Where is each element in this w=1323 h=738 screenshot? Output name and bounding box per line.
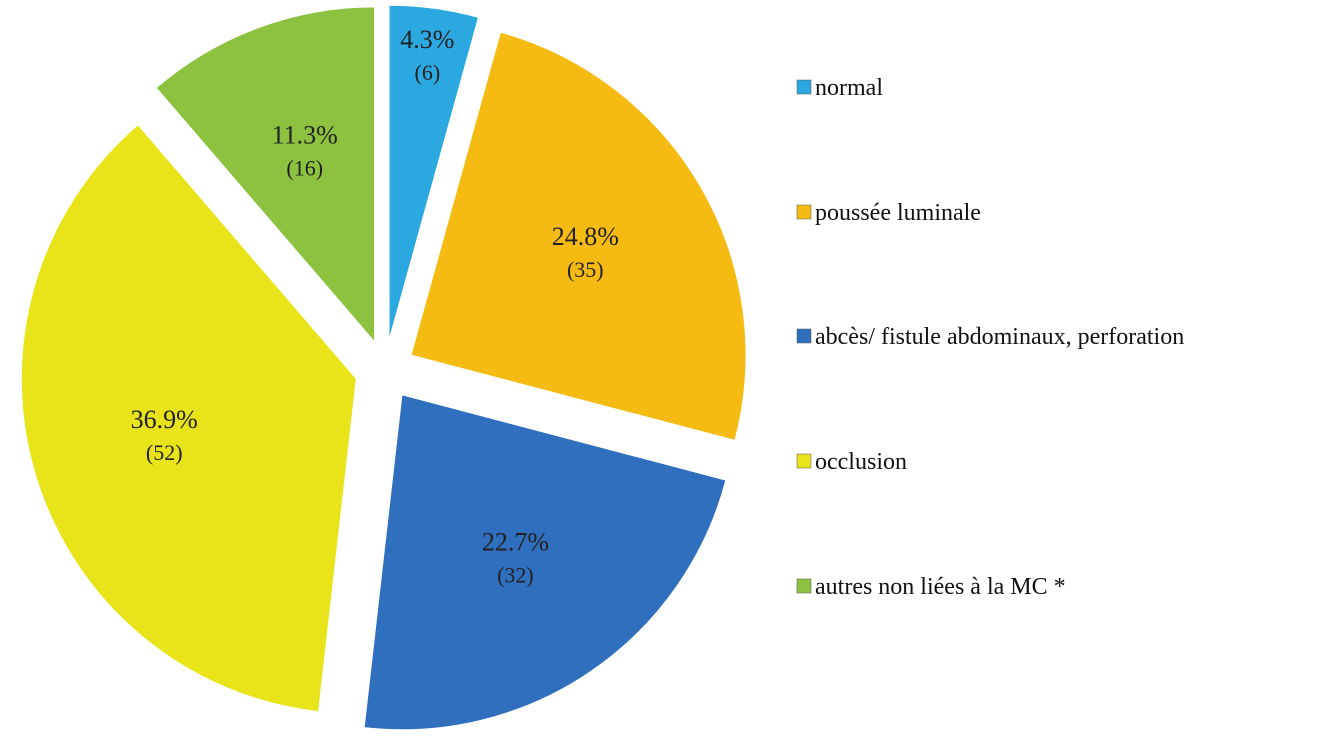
pie-slice [20,124,357,713]
value-label: 4.3% [400,25,454,54]
legend-label: occlusion [815,449,907,475]
legend-label: poussée luminale [815,200,981,226]
value-label: 36.9% [131,405,198,434]
value-label: 22.7% [482,528,549,557]
count-label: (35) [567,257,604,282]
legend-swatch [796,79,812,95]
value-label: 11.3% [272,120,338,149]
legend-label: autres non liées à la MC * [815,574,1066,600]
count-label: (52) [146,440,183,465]
legend-swatch [796,578,812,594]
value-label: 24.8% [552,222,619,251]
count-label: (6) [415,60,441,85]
pie-slice [363,394,727,731]
legend-label: abcès/ fistule abdominaux, perforation [815,324,1184,350]
pie-slice [388,4,480,341]
pie-slice [410,31,747,442]
count-label: (32) [497,563,534,588]
count-label: (16) [286,155,323,180]
legend-swatch [796,204,812,220]
legend-swatch [796,453,812,469]
pie-slice [155,6,376,344]
legend-label: normal [815,75,883,101]
legend-swatch [796,328,812,344]
